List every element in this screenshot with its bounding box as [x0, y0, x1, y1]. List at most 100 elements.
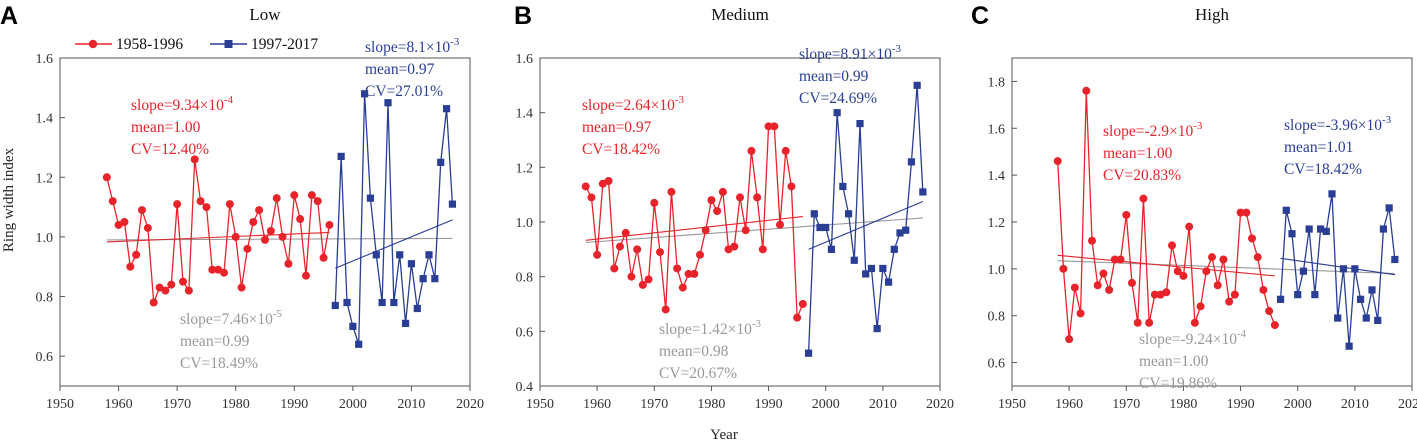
data-point-1997-2017	[372, 251, 380, 259]
annotation-slope-blue: slope=8.1×10-3	[365, 36, 460, 56]
data-point-1958-1996	[161, 286, 170, 295]
x-tick-label: 1970	[1112, 397, 1140, 412]
y-tick-label: 1.2	[516, 161, 534, 176]
data-point-1997-2017	[896, 229, 904, 237]
data-point-1958-1996	[1105, 285, 1114, 294]
data-point-1997-2017	[833, 109, 841, 117]
annotation-mean-gray: mean=0.98	[659, 343, 729, 360]
data-point-1958-1996	[650, 198, 659, 207]
data-point-1958-1996	[678, 283, 687, 292]
data-point-1958-1996	[1190, 318, 1199, 327]
annotation-mean-red: mean=0.97	[582, 119, 652, 136]
data-point-1958-1996	[102, 173, 111, 182]
y-tick-label: 1.0	[988, 263, 1006, 278]
data-point-1958-1996	[1110, 255, 1119, 264]
y-tick-label: 0.4	[516, 380, 534, 395]
x-tick-label: 1950	[526, 397, 554, 412]
y-tick-label: 1.0	[516, 216, 534, 231]
data-point-1958-1996	[667, 187, 676, 196]
data-point-1958-1996	[604, 177, 613, 185]
data-point-1958-1996	[1059, 264, 1068, 273]
data-point-1958-1996	[1053, 157, 1062, 166]
data-point-1958-1996	[741, 226, 750, 235]
panel-title: Medium	[711, 5, 769, 24]
annotation-slope-gray: slope=1.42×10-3	[659, 318, 761, 338]
x-tick-label: 1970	[640, 397, 668, 412]
series-line-1997-2017	[334, 93, 454, 345]
y-tick-label: 0.8	[36, 291, 54, 306]
data-point-1997-2017	[902, 226, 910, 234]
data-point-1958-1996	[179, 277, 187, 286]
data-point-1997-2017	[366, 194, 375, 202]
legend-label-1997-2017: 1997-2017	[251, 36, 318, 53]
panel-letter: A	[0, 2, 18, 30]
data-point-1958-1996	[1173, 267, 1182, 276]
y-tick-label: 0.6	[988, 357, 1006, 372]
data-point-1997-2017	[390, 298, 398, 307]
annotation-mean-gray: mean=1.00	[1139, 353, 1209, 370]
data-point-1958-1996	[190, 155, 199, 164]
data-point-1958-1996	[290, 191, 299, 200]
data-point-1997-2017	[1299, 267, 1308, 275]
data-point-1997-2017	[907, 158, 916, 166]
data-point-1958-1996	[108, 197, 117, 206]
data-point-1958-1996	[701, 226, 710, 235]
data-point-1958-1996	[764, 122, 773, 131]
data-point-1997-2017	[355, 340, 363, 348]
data-point-1997-2017	[822, 223, 830, 232]
y-tick-label: 0.8	[516, 271, 534, 286]
panel-a: Low A 1950 1960 1970 1980 1990 2000 2010 2020 0.6 0…	[0, 2, 484, 412]
data-point-1958-1996	[1219, 255, 1228, 264]
data-point-1997-2017	[1294, 291, 1302, 299]
annotation-cv-gray: CV=19.86%	[1139, 375, 1217, 392]
data-point-1997-2017	[884, 278, 893, 286]
data-point-1958-1996	[132, 250, 141, 259]
data-point-1958-1996	[753, 193, 762, 202]
data-point-1958-1996	[167, 280, 176, 289]
data-point-1997-2017	[827, 245, 836, 253]
data-point-1997-2017	[384, 99, 392, 107]
x-tick-label: 1990	[755, 397, 783, 412]
data-point-1997-2017	[816, 223, 824, 232]
x-tick-label: 2010	[869, 397, 897, 412]
legend: 1958-1996 1997-2017	[75, 36, 318, 53]
data-point-1958-1996	[196, 197, 205, 206]
data-point-1958-1996	[120, 218, 129, 226]
y-axis-label: Ring width index	[1, 147, 17, 252]
annotation-slope-red: slope=-2.9×10-3	[1103, 120, 1203, 140]
panel-letter: B	[514, 2, 532, 30]
x-tick-label: 1990	[1227, 397, 1255, 412]
data-point-1997-2017	[442, 105, 451, 113]
data-point-1958-1996	[627, 272, 636, 281]
trend-line-1958-1996	[1057, 254, 1275, 277]
data-point-1958-1996	[593, 250, 602, 259]
x-tick-label: 1970	[163, 397, 191, 412]
data-point-1958-1996	[284, 259, 293, 268]
panel-title: High	[1195, 5, 1230, 24]
data-point-1997-2017	[862, 270, 870, 278]
data-point-1958-1996	[787, 182, 796, 191]
data-point-1958-1996	[776, 220, 784, 229]
data-point-1997-2017	[873, 325, 881, 333]
annotation-slope-red: slope=2.64×10-3	[582, 94, 684, 114]
data-point-1997-2017	[431, 275, 439, 283]
data-point-1958-1996	[1139, 194, 1148, 203]
data-point-1958-1996	[1133, 318, 1142, 327]
y-tick-label: 1.4	[988, 169, 1006, 184]
data-point-1958-1996	[1122, 210, 1131, 219]
x-tick-label: 2000	[339, 397, 367, 412]
data-point-1997-2017	[378, 298, 386, 307]
data-point-1997-2017	[1345, 342, 1353, 350]
data-point-1958-1996	[249, 218, 258, 226]
data-point-1958-1996	[1168, 241, 1176, 250]
annotation-slope-red: slope=9.34×10-4	[131, 94, 233, 114]
y-tick-label: 1.0	[36, 231, 54, 246]
data-point-1958-1996	[1225, 297, 1234, 306]
data-point-1958-1996	[266, 226, 275, 235]
y-tick-label: 0.6	[516, 325, 534, 340]
data-point-1997-2017	[867, 264, 876, 273]
data-point-1997-2017	[337, 152, 345, 160]
data-point-1958-1996	[231, 232, 240, 241]
annotation-slope-blue: slope=8.91×10-3	[799, 43, 901, 63]
